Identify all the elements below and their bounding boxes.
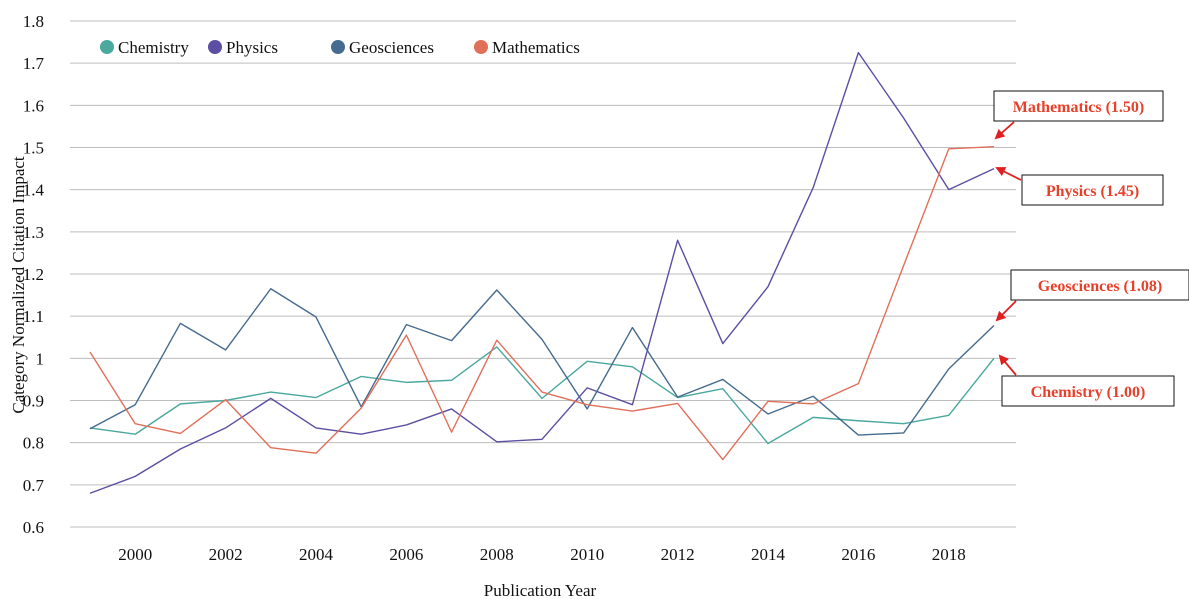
legend-label: Mathematics <box>492 38 580 57</box>
x-tick-label: 2002 <box>209 545 243 564</box>
y-tick-label: 0.6 <box>23 518 44 537</box>
x-tick-label: 2018 <box>932 545 966 564</box>
series-line-geosciences <box>89 288 995 436</box>
legend-marker <box>331 40 345 54</box>
y-tick-label: 0.9 <box>23 392 44 411</box>
y-tick-label: 0.8 <box>23 434 44 453</box>
x-tick-label: 2014 <box>751 545 786 564</box>
legend-item-geosciences: Geosciences <box>331 38 434 57</box>
legend-label: Physics <box>226 38 278 57</box>
legend: Chemistry Physics Geosciences Mathematics <box>100 38 580 57</box>
x-tick-label: 2006 <box>389 545 423 564</box>
x-tick-label: 2000 <box>118 545 152 564</box>
legend-label: Chemistry <box>118 38 189 57</box>
callout-box <box>1021 174 1164 206</box>
callout-arrow <box>995 167 1022 181</box>
callout-arrow <box>998 354 1017 376</box>
y-tick-label: 1.5 <box>23 139 44 158</box>
x-axis-ticks: 2000 2002 2004 2006 2008 2010 2012 2014 2016 2018 <box>118 545 966 564</box>
y-axis-title: Category Normalized Citation Impact <box>9 156 28 414</box>
legend-marker <box>208 40 222 54</box>
x-tick-label: 2010 <box>570 545 604 564</box>
callout-label: Physics (1.45) <box>1046 183 1139 200</box>
x-tick-label: 2016 <box>841 545 875 564</box>
legend-item-mathematics: Mathematics <box>474 38 580 57</box>
legend-item-physics: Physics <box>208 38 278 57</box>
series-lines <box>89 51 995 494</box>
y-tick-label: 1 <box>36 349 45 368</box>
series-line-chemistry <box>89 346 995 445</box>
callout-mathematics: Mathematics (1.50) <box>993 90 1164 140</box>
x-tick-label: 2012 <box>661 545 695 564</box>
y-tick-label: 1.3 <box>23 223 44 242</box>
callout-chemistry: Chemistry (1.00) <box>998 354 1175 407</box>
y-tick-label: 1.4 <box>23 181 45 200</box>
callout-box <box>1001 375 1175 407</box>
legend-marker <box>474 40 488 54</box>
callout-box <box>1010 269 1189 301</box>
callout-label: Chemistry (1.00) <box>1031 384 1146 401</box>
callout-geosciences: Geosciences (1.08) <box>995 269 1189 322</box>
callout-arrow <box>995 300 1017 322</box>
y-axis-ticks: 0.6 0.7 0.8 0.9 1 1.1 1.2 1.3 1.4 1.5 1.6 1.7 1.8 <box>23 12 45 537</box>
y-tick-label: 1.2 <box>23 265 44 284</box>
y-tick-label: 1.6 <box>23 96 44 115</box>
y-tick-label: 1.7 <box>23 54 45 73</box>
callout-label: Geosciences (1.08) <box>1038 278 1162 295</box>
callout-label: Mathematics (1.50) <box>1013 99 1145 116</box>
gridlines <box>70 20 1016 528</box>
callout-arrow <box>994 121 1015 140</box>
series-line-physics <box>89 51 995 494</box>
x-tick-label: 2008 <box>480 545 514 564</box>
x-tick-label: 2004 <box>299 545 334 564</box>
y-tick-label: 0.7 <box>23 476 45 495</box>
y-tick-label: 1.8 <box>23 12 44 31</box>
callouts: Mathematics (1.50) Physics (1.45) Geoscien… <box>993 90 1189 407</box>
x-axis-title: Publication Year <box>484 581 597 599</box>
y-tick-label: 1.1 <box>23 307 44 326</box>
series-line-mathematics <box>89 145 995 461</box>
legend-label: Geosciences <box>349 38 434 57</box>
legend-marker <box>100 40 114 54</box>
callout-physics: Physics (1.45) <box>995 167 1164 206</box>
callout-box <box>993 90 1164 122</box>
legend-item-chemistry: Chemistry <box>100 38 189 57</box>
